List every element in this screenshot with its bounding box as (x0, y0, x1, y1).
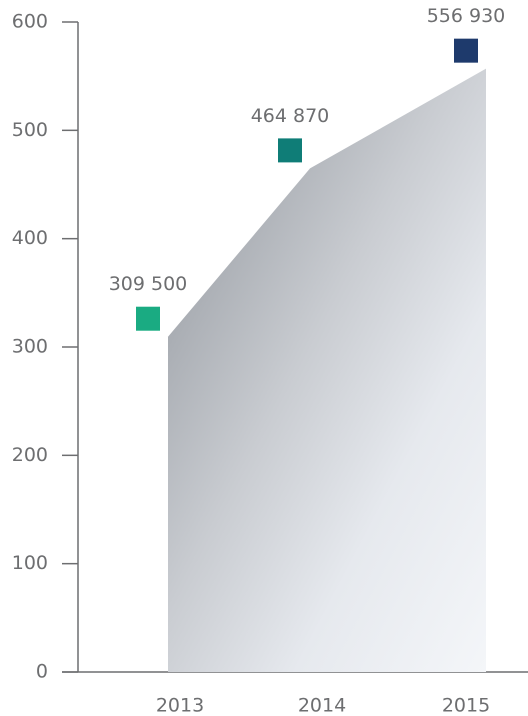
x-tick-label: 2013 (156, 695, 204, 716)
marker (454, 38, 478, 63)
value-label: 464 870 (251, 105, 330, 127)
y-tick-label: 500 (12, 119, 48, 141)
y-tick-label: 600 (12, 11, 48, 33)
x-tick-label: 2014 (298, 695, 346, 716)
marker (278, 138, 302, 163)
y-tick-label: 0 (36, 661, 48, 683)
value-label: 556 930 (427, 5, 506, 27)
area (168, 68, 486, 672)
y-tick-label: 400 (12, 227, 48, 249)
y-tick-label: 300 (12, 336, 48, 358)
y-tick-label: 100 (12, 552, 48, 574)
value-label: 309 500 (109, 273, 188, 295)
y-tick-label: 200 (12, 444, 48, 466)
marker (136, 306, 160, 331)
x-tick-label: 2015 (442, 695, 490, 716)
